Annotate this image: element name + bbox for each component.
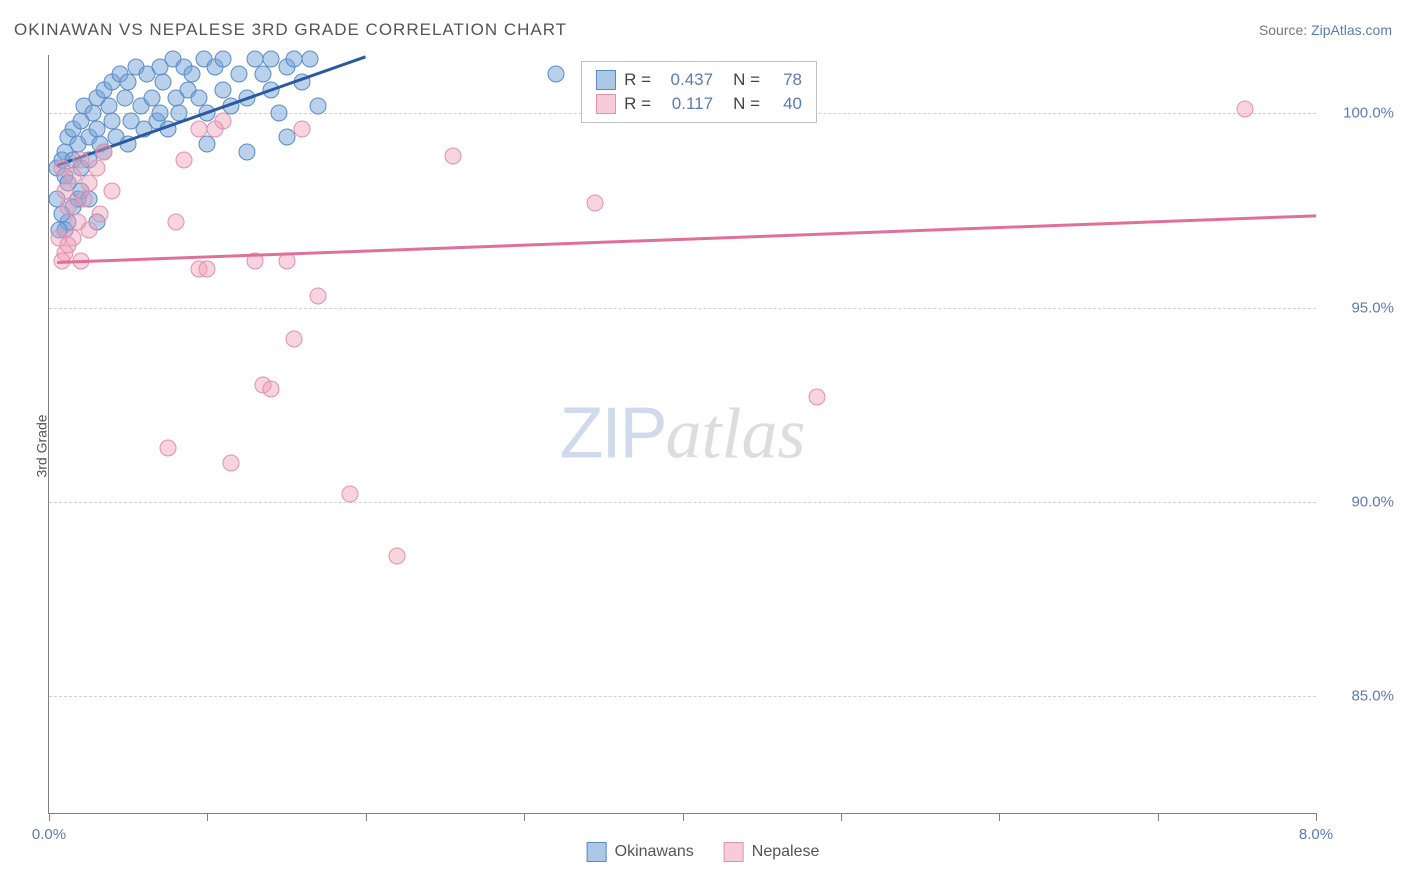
swatch-icon bbox=[596, 70, 616, 90]
data-point bbox=[60, 198, 77, 215]
chart-header: OKINAWAN VS NEPALESE 3RD GRADE CORRELATI… bbox=[14, 20, 1392, 40]
x-tick bbox=[366, 813, 367, 821]
data-point bbox=[262, 381, 279, 398]
data-point bbox=[278, 128, 295, 145]
swatch-icon bbox=[724, 842, 744, 862]
data-point bbox=[270, 105, 287, 122]
data-point bbox=[191, 120, 208, 137]
data-point bbox=[389, 548, 406, 565]
data-point bbox=[64, 167, 81, 184]
data-point bbox=[175, 151, 192, 168]
data-point bbox=[207, 120, 224, 137]
data-point bbox=[262, 50, 279, 67]
x-tick bbox=[207, 813, 208, 821]
data-point bbox=[215, 81, 232, 98]
data-point bbox=[88, 120, 105, 137]
data-point bbox=[80, 221, 97, 238]
legend-row: R =0.117N =40 bbox=[596, 92, 802, 116]
data-point bbox=[143, 89, 160, 106]
data-point bbox=[96, 144, 113, 161]
data-point bbox=[238, 144, 255, 161]
data-point bbox=[56, 183, 73, 200]
scatter-chart: ZIPatlas 85.0%90.0%95.0%100.0%0.0%8.0%R … bbox=[48, 55, 1316, 814]
data-point bbox=[215, 50, 232, 67]
data-point bbox=[88, 159, 105, 176]
data-point bbox=[72, 151, 89, 168]
y-tick-label: 95.0% bbox=[1324, 299, 1394, 316]
data-point bbox=[104, 113, 121, 130]
x-tick bbox=[1158, 813, 1159, 821]
trend-line bbox=[57, 214, 1316, 263]
x-tick bbox=[1316, 813, 1317, 821]
x-tick bbox=[49, 813, 50, 821]
y-tick-label: 90.0% bbox=[1324, 494, 1394, 511]
data-point bbox=[60, 237, 77, 254]
y-tick-label: 100.0% bbox=[1324, 105, 1394, 122]
data-point bbox=[159, 439, 176, 456]
gridline bbox=[49, 502, 1316, 503]
data-point bbox=[199, 136, 216, 153]
data-point bbox=[104, 183, 121, 200]
legend-item-nepalese: Nepalese bbox=[724, 842, 820, 862]
x-tick-label: 8.0% bbox=[1299, 826, 1333, 843]
watermark: ZIPatlas bbox=[559, 393, 805, 476]
data-point bbox=[223, 455, 240, 472]
data-point bbox=[1236, 101, 1253, 118]
data-point bbox=[167, 214, 184, 231]
correlation-legend: R =0.437N =78R =0.117N =40 bbox=[581, 61, 817, 123]
x-tick bbox=[524, 813, 525, 821]
data-point bbox=[310, 288, 327, 305]
x-tick-label: 0.0% bbox=[32, 826, 66, 843]
swatch-icon bbox=[587, 842, 607, 862]
legend-bottom: Okinawans Nepalese bbox=[587, 842, 820, 862]
data-point bbox=[254, 66, 271, 83]
data-point bbox=[117, 89, 134, 106]
data-point bbox=[151, 105, 168, 122]
data-point bbox=[183, 66, 200, 83]
swatch-icon bbox=[596, 94, 616, 114]
data-point bbox=[75, 190, 92, 207]
data-point bbox=[444, 148, 461, 165]
data-point bbox=[91, 206, 108, 223]
chart-title: OKINAWAN VS NEPALESE 3RD GRADE CORRELATI… bbox=[14, 20, 567, 40]
legend-item-okinawans: Okinawans bbox=[587, 842, 694, 862]
data-point bbox=[246, 50, 263, 67]
data-point bbox=[155, 74, 172, 91]
source-link[interactable]: ZipAtlas.com bbox=[1311, 22, 1392, 38]
data-point bbox=[341, 486, 358, 503]
data-point bbox=[294, 120, 311, 137]
data-point bbox=[286, 50, 303, 67]
gridline bbox=[49, 308, 1316, 309]
data-point bbox=[120, 74, 137, 91]
source-attribution: Source: ZipAtlas.com bbox=[1259, 22, 1392, 38]
data-point bbox=[191, 89, 208, 106]
data-point bbox=[199, 260, 216, 277]
x-tick bbox=[999, 813, 1000, 821]
data-point bbox=[85, 105, 102, 122]
data-point bbox=[286, 330, 303, 347]
data-point bbox=[809, 389, 826, 406]
data-point bbox=[101, 97, 118, 114]
y-tick-label: 85.0% bbox=[1324, 688, 1394, 705]
x-tick bbox=[683, 813, 684, 821]
data-point bbox=[310, 97, 327, 114]
legend-row: R =0.437N =78 bbox=[596, 68, 802, 92]
data-point bbox=[547, 66, 564, 83]
data-point bbox=[302, 50, 319, 67]
data-point bbox=[231, 66, 248, 83]
x-tick bbox=[841, 813, 842, 821]
data-point bbox=[587, 194, 604, 211]
data-point bbox=[80, 175, 97, 192]
gridline bbox=[49, 696, 1316, 697]
